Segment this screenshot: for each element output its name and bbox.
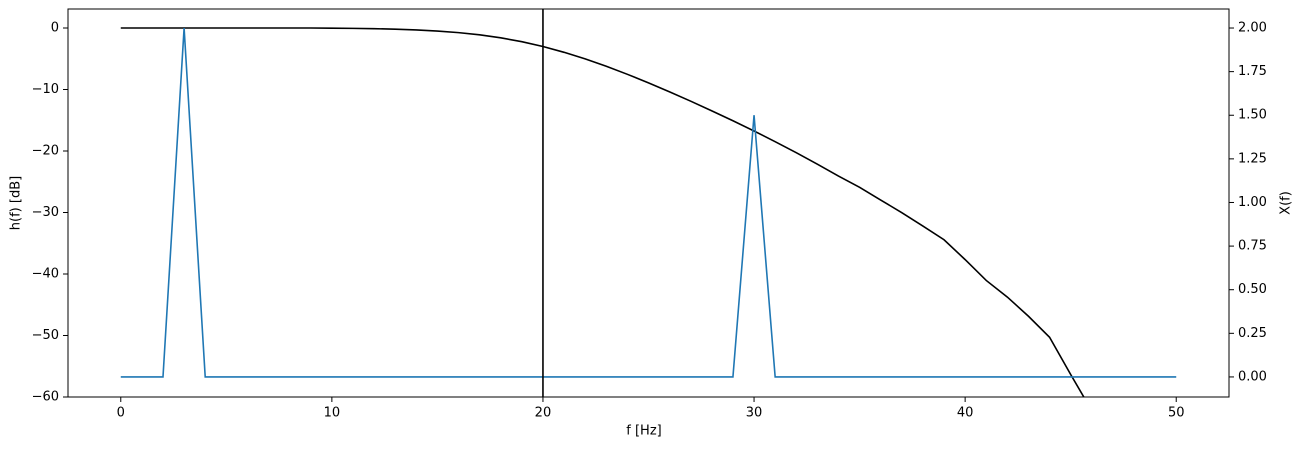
y2-tick-label: 1.50 — [1238, 108, 1267, 123]
x-tick-label: 20 — [535, 406, 552, 421]
plot-frame — [67, 8, 1230, 398]
y2-tick-label: 1.00 — [1238, 195, 1267, 210]
y2-axis-label: X(f) — [1279, 191, 1294, 215]
y-tick-label: −40 — [32, 267, 59, 282]
y-tick-label: −30 — [32, 205, 59, 220]
x-tick-label: 30 — [746, 406, 763, 421]
x-tick-label: 10 — [324, 406, 341, 421]
y2-tick-label: 2.00 — [1238, 21, 1267, 36]
data-line — [120, 27, 1085, 397]
y2-tick-label: 1.25 — [1238, 151, 1267, 166]
x-tick-label: 40 — [957, 406, 974, 421]
y-tick-label: −60 — [32, 390, 59, 405]
x-tick-label: 0 — [117, 406, 125, 421]
x-tick-label: 50 — [1168, 406, 1185, 421]
y2-tick-label: 0.00 — [1238, 369, 1267, 384]
y-tick-label: −10 — [32, 82, 59, 97]
y-axis-label: h(f) [dB] — [9, 176, 24, 230]
y-tick-label: −50 — [32, 328, 59, 343]
data-line — [120, 27, 1177, 378]
y-tick-label: −20 — [32, 144, 59, 159]
y-tick-label: 0 — [51, 21, 59, 36]
x-axis-label: f [Hz] — [626, 424, 661, 439]
y2-tick-label: 0.50 — [1238, 282, 1267, 297]
y2-tick-label: 1.75 — [1238, 64, 1267, 79]
y2-tick-label: 0.25 — [1238, 326, 1267, 341]
y2-tick-label: 0.75 — [1238, 239, 1267, 254]
